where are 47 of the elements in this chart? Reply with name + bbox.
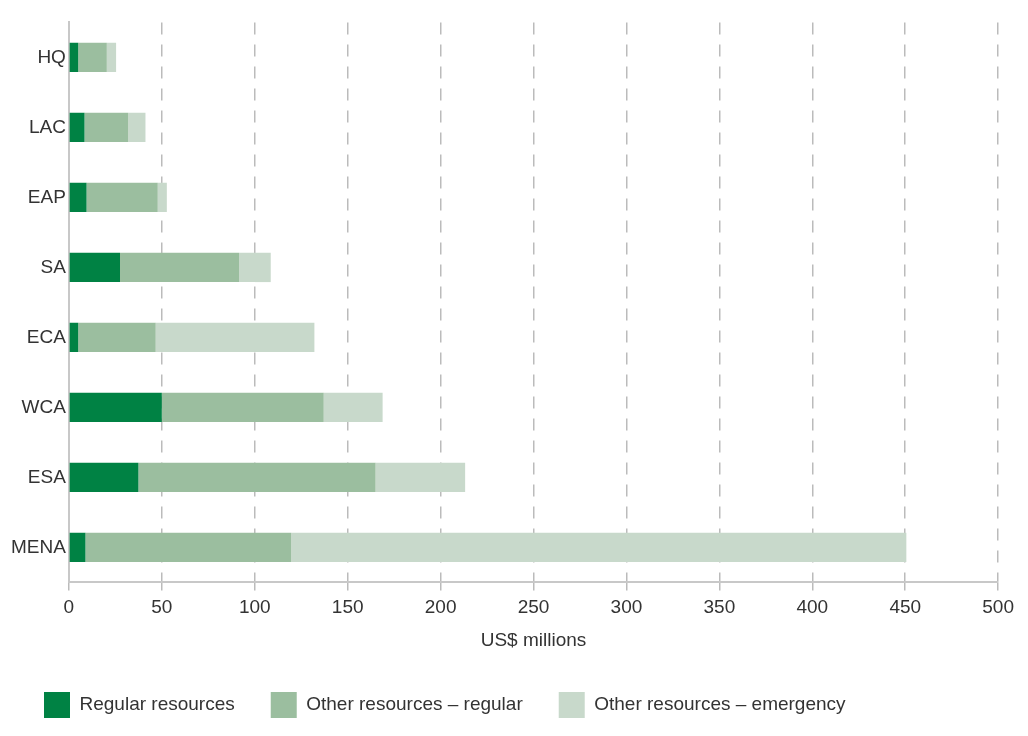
bar: [78, 322, 156, 353]
bar: [161, 392, 324, 423]
bar: [239, 252, 271, 283]
x-axis-title: US$ millions: [480, 628, 587, 650]
y-tick-label: EAP: [27, 185, 66, 207]
bar: [69, 112, 85, 143]
x-tick-label: 100: [238, 596, 271, 618]
x-tick-label: 250: [517, 596, 550, 618]
x-tick-label: 350: [703, 596, 736, 618]
bar: [69, 42, 79, 73]
y-tick-label: MENA: [10, 535, 67, 557]
bar: [128, 112, 146, 143]
y-tick-label: ECA: [26, 325, 67, 347]
legend-label: Other resources – regular: [306, 693, 524, 715]
x-tick-label: 450: [889, 596, 922, 618]
x-tick-label: 300: [610, 596, 643, 618]
y-tick-label: SA: [40, 255, 67, 277]
bar: [69, 182, 87, 213]
bar: [69, 252, 120, 283]
x-tick-label: 500: [982, 596, 1014, 618]
bar: [120, 252, 240, 283]
bar: [375, 462, 466, 493]
bar: [138, 462, 376, 493]
bar: [85, 532, 292, 563]
bar: [323, 392, 383, 423]
legend-label: Regular resources: [79, 693, 235, 715]
bar: [69, 322, 79, 353]
x-tick-label: 150: [331, 596, 364, 618]
bar: [86, 182, 158, 213]
x-tick-label: 200: [424, 596, 457, 618]
bar: [155, 322, 315, 353]
y-tick-label: WCA: [21, 395, 67, 417]
bar: [69, 532, 86, 563]
y-tick-label: ESA: [27, 465, 67, 487]
bar: [106, 42, 117, 73]
legend-label: Other resources – emergency: [594, 693, 847, 715]
x-tick-label: 400: [796, 596, 829, 618]
bar: [69, 462, 139, 493]
bar: [84, 112, 129, 143]
y-tick-label: LAC: [28, 115, 66, 137]
x-tick-label: 50: [151, 596, 173, 618]
x-tick-label: 0: [63, 596, 75, 618]
bar: [291, 532, 907, 563]
y-tick-label: HQ: [37, 45, 66, 67]
bar: [157, 182, 167, 213]
bar: [69, 392, 162, 423]
bar: [78, 42, 107, 73]
